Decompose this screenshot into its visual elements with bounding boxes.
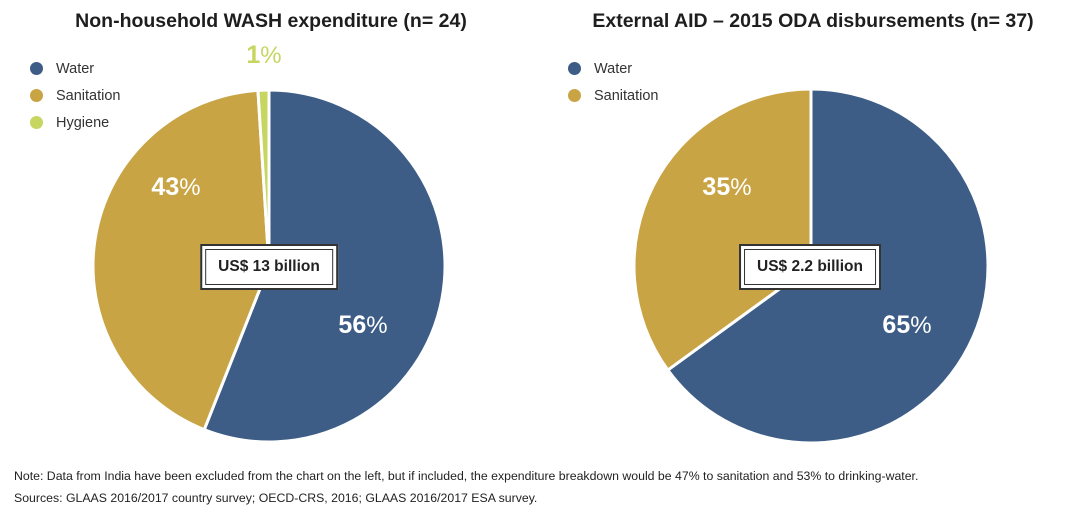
legend-swatch-sanitation <box>568 89 581 102</box>
legend-label: Sanitation <box>594 87 659 104</box>
legend-item-sanitation: Sanitation <box>30 82 121 109</box>
total-label: US$ 13 billion <box>200 244 338 290</box>
legend-swatch-hygiene <box>30 116 43 129</box>
legend-swatch-sanitation <box>30 89 43 102</box>
legend-item-hygiene: Hygiene <box>30 109 121 136</box>
legend-item-water: Water <box>568 55 659 82</box>
pie-slice-hygiene <box>256 88 271 267</box>
note-text: Note: Data from India have been excluded… <box>14 469 919 483</box>
legend-swatch-water <box>568 62 581 75</box>
chart-title: Non-household WASH expenditure (n= 24) <box>75 10 467 32</box>
chart-title: External AID – 2015 ODA disbursements (n… <box>592 10 1034 32</box>
pie-slice-sanitation <box>632 87 813 373</box>
legend-label: Sanitation <box>56 87 121 104</box>
legend-item-sanitation: Sanitation <box>568 82 659 109</box>
footnotes: Note: Data from India have been excluded… <box>14 465 918 509</box>
data-label-sanitation: 35% <box>702 173 751 201</box>
sources-text: Sources: GLAAS 2016/2017 country survey;… <box>14 491 538 505</box>
legend-label: Water <box>594 60 633 77</box>
pie-chart-left: 56% 43% 1% <box>91 41 447 444</box>
legend: Water Sanitation <box>568 55 659 109</box>
chart-left-panel: Non-household WASH expenditure (n= 24) W… <box>0 0 542 450</box>
total-label: US$ 2.2 billion <box>739 244 881 290</box>
legend-item-water: Water <box>30 55 121 82</box>
legend-label: Water <box>56 60 95 77</box>
legend: Water Sanitation Hygiene <box>30 55 121 136</box>
legend-label: Hygiene <box>56 114 110 131</box>
data-label-hygiene: 1% <box>246 41 281 69</box>
data-label-water: 56% <box>338 311 387 339</box>
pie-chart-right: 65% 35% <box>632 87 990 445</box>
chart-right-panel: External AID – 2015 ODA disbursements (n… <box>542 0 1084 450</box>
data-label-sanitation: 43% <box>151 173 200 201</box>
data-label-water: 65% <box>882 311 931 339</box>
pie-slice-sanitation <box>91 88 271 432</box>
legend-swatch-water <box>30 62 43 75</box>
